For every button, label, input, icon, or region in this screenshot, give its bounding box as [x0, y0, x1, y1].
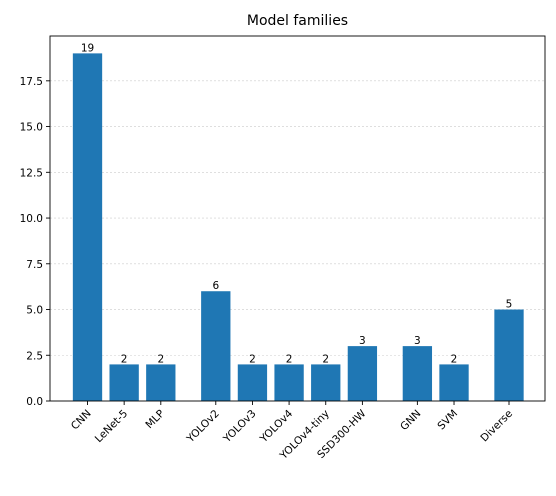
bar-value-labels: 19 2 2 6 2 2 2 3 3 2 5	[81, 42, 513, 365]
bars	[72, 53, 524, 401]
bar-mlp	[146, 364, 176, 401]
bar-value-label: 2	[121, 353, 128, 365]
x-axis-ticks: CNN LeNet-5 MLP YOLOv2 YOLOv3 YOLOv4YOLOv4-ti…	[69, 401, 515, 462]
x-tick-label: YOLOv3	[221, 408, 259, 446]
x-tick-label: Diverse	[478, 408, 515, 445]
y-tick-label: 12.5	[20, 167, 43, 179]
bar-value-label: 6	[212, 280, 219, 292]
bar-svm	[439, 364, 469, 401]
y-tick-label: 0.0	[26, 396, 43, 408]
bar-value-label: 2	[451, 353, 458, 365]
bar-value-label: 2	[249, 353, 256, 365]
x-tick-label: SVM	[435, 408, 460, 433]
bar-gnn	[402, 346, 433, 401]
x-tick-label: GNN	[398, 408, 423, 433]
y-tick-label: 5.0	[26, 305, 43, 317]
bar-value-label: 19	[81, 42, 94, 54]
bar-lenet-5	[109, 364, 139, 401]
bar-value-label: 3	[414, 335, 421, 347]
bar-diverse	[494, 309, 524, 401]
x-tick-label: YOLOv4	[257, 407, 295, 445]
bar-value-label: 2	[322, 353, 329, 365]
x-tick-label: CNN	[69, 408, 94, 433]
chart-title: Model families	[247, 13, 348, 29]
bar-ssd300-hw	[347, 346, 378, 401]
plot-frame	[49, 35, 546, 402]
y-tick-label: 15.0	[20, 122, 43, 134]
x-tick-label: LeNet-5	[93, 408, 130, 445]
bar-yolov2	[201, 291, 231, 401]
bar-value-label: 3	[359, 335, 366, 347]
y-axis-ticks: 0.0 2.5 5.0 7.5 10.0 12.5 15.0 17.5	[20, 76, 50, 408]
x-tick-label: YOLOv2	[184, 408, 222, 446]
bar-yolov3	[237, 364, 268, 401]
bar-yolov4-tiny	[311, 364, 341, 401]
bar-value-label: 5	[506, 299, 513, 311]
x-tick-label: MLP	[143, 408, 167, 432]
bar-value-label: 2	[157, 353, 164, 365]
y-tick-label: 7.5	[26, 259, 43, 271]
bar-yolov4	[274, 364, 304, 401]
y-tick-label: 2.5	[26, 350, 43, 362]
y-tick-label: 10.0	[20, 213, 43, 225]
grid-lines	[50, 80, 545, 356]
bar-cnn	[72, 53, 103, 401]
bar-value-label: 2	[286, 353, 293, 365]
y-tick-label: 17.5	[20, 76, 43, 88]
